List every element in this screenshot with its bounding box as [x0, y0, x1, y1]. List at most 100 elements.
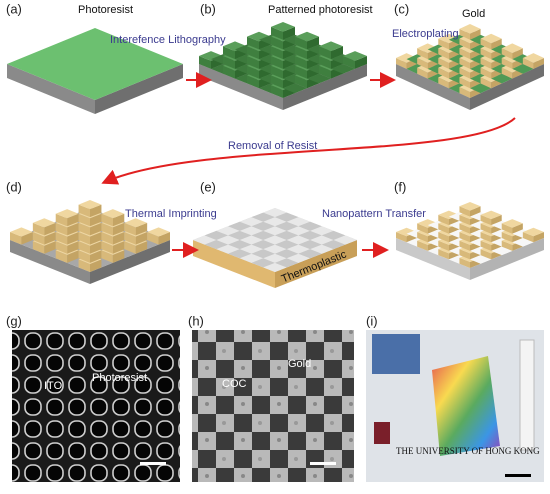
cell [55, 209, 79, 219]
cell [286, 253, 311, 263]
step-label: Electroplating [392, 28, 459, 40]
cell [396, 53, 418, 63]
cell [204, 230, 229, 240]
block-side [307, 36, 319, 50]
block-side [522, 232, 534, 243]
cell [501, 43, 523, 54]
block-side [501, 48, 513, 60]
cell [321, 230, 346, 240]
cell [470, 83, 492, 94]
block-side [417, 240, 428, 251]
slab-side [193, 240, 275, 288]
annotation: Patterned photoresist [268, 4, 373, 16]
cell [216, 235, 240, 245]
block-side [199, 56, 211, 69]
block-side [271, 56, 283, 69]
cell [204, 240, 229, 250]
block-side [438, 223, 449, 234]
block-side [480, 249, 492, 260]
block-side [271, 46, 283, 60]
cell [78, 200, 102, 210]
block-side [459, 240, 470, 251]
cell [199, 51, 223, 61]
cell [251, 249, 275, 259]
block-side [147, 232, 159, 245]
block-side [501, 58, 513, 69]
block-side [396, 232, 407, 243]
cell [216, 244, 240, 254]
block-side [480, 214, 492, 226]
cell [298, 240, 322, 250]
annotation: Photoresist [92, 372, 147, 384]
block-side [247, 56, 259, 69]
cell [491, 73, 513, 84]
block-side [459, 87, 470, 98]
panel-label: (a) [6, 1, 22, 16]
sem-image [192, 330, 354, 482]
block-side [480, 240, 492, 251]
cell [251, 212, 275, 222]
scale-bar [310, 462, 336, 465]
cell [331, 64, 355, 74]
block-side [417, 67, 428, 79]
cell [298, 249, 322, 259]
block-side [90, 222, 102, 236]
block-side [135, 232, 148, 245]
block-side [480, 77, 492, 89]
cell [263, 208, 287, 218]
block-side [223, 46, 235, 60]
block-side [480, 58, 492, 69]
cell [307, 73, 331, 84]
block-side [501, 240, 513, 251]
cell [239, 235, 264, 245]
block-side [331, 46, 343, 60]
block-side [135, 241, 148, 254]
block-side [90, 232, 102, 245]
block-side [271, 75, 283, 89]
block-side [533, 232, 544, 243]
block-side [32, 222, 45, 236]
cell [239, 226, 264, 236]
block-side [512, 48, 523, 60]
slab-side [396, 238, 470, 280]
block-side [90, 213, 102, 227]
cell [522, 227, 544, 237]
panel-label: (g) [6, 313, 22, 328]
block-side [67, 213, 79, 227]
block-side [90, 259, 102, 272]
block-side [158, 232, 170, 245]
cell [263, 244, 287, 254]
cell [251, 230, 275, 240]
block-side [67, 241, 79, 254]
cell [459, 24, 481, 34]
cell [275, 249, 299, 259]
block-side [438, 77, 449, 89]
slab-side [7, 64, 95, 114]
block-side [295, 36, 307, 50]
slab-side [470, 238, 544, 280]
annotation: THE UNIVERSITY OF HONG KONG [396, 446, 540, 456]
panel-label: (d) [6, 179, 22, 194]
cell [239, 244, 264, 254]
cell [275, 212, 299, 222]
arrow [101, 117, 516, 185]
block-side [78, 259, 90, 272]
cell [522, 53, 544, 63]
cell [321, 240, 346, 250]
cell [263, 235, 287, 245]
block-side [101, 213, 113, 227]
block-side [283, 26, 295, 40]
block-side [501, 223, 513, 234]
block-side [417, 232, 428, 243]
block-side [55, 250, 68, 263]
block-side [55, 222, 68, 236]
block-side [459, 257, 470, 268]
slab-side [275, 240, 357, 288]
cell [343, 51, 367, 61]
slab-side [90, 240, 170, 284]
block-side [522, 58, 534, 69]
cell [223, 41, 247, 52]
panel-label: (e) [200, 179, 216, 194]
block-side [112, 250, 125, 263]
